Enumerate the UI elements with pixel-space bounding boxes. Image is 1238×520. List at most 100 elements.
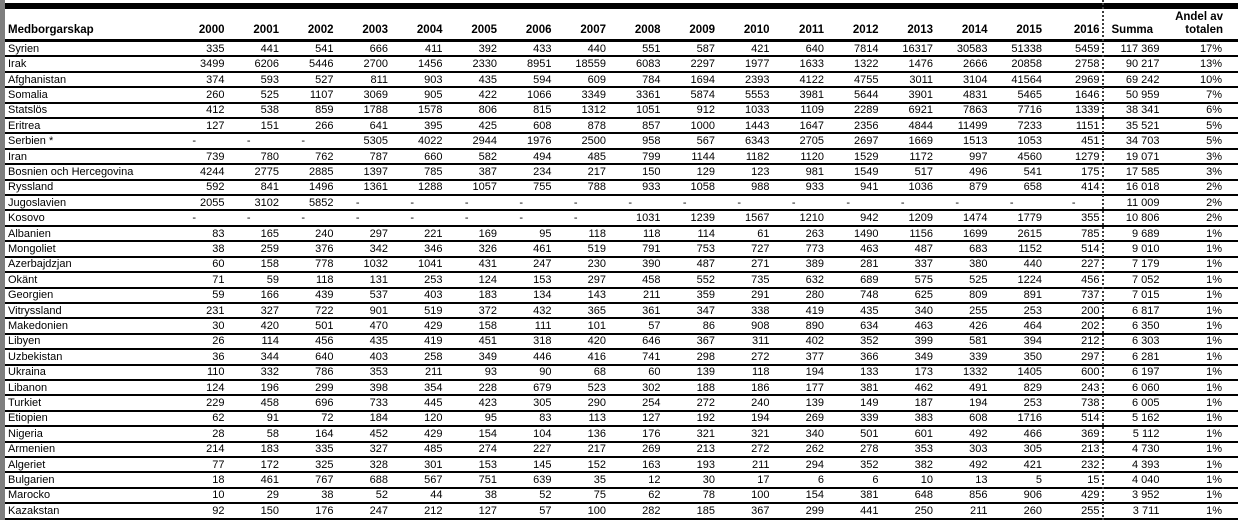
value-cell[interactable]: 461 [230,473,285,489]
value-cell[interactable]: 601 [884,427,939,443]
value-cell[interactable]: 420 [230,319,285,335]
value-cell[interactable]: 2330 [448,57,503,73]
citizenship-cell[interactable]: Vitryssland [5,304,176,320]
value-cell[interactable]: 912 [666,104,721,120]
value-cell[interactable]: 163 [612,458,667,474]
summa-cell[interactable]: 69 242 [1102,73,1173,89]
value-cell[interactable]: 908 [721,319,776,335]
summa-cell[interactable]: 7 052 [1102,273,1173,289]
value-cell[interactable]: 83 [176,227,231,243]
value-cell[interactable]: 150 [230,504,285,520]
value-cell[interactable]: 230 [557,258,612,274]
value-cell[interactable]: 501 [830,427,885,443]
value-cell[interactable]: 435 [339,335,394,351]
value-cell[interactable]: 151 [230,119,285,135]
value-cell[interactable]: 253 [993,304,1048,320]
value-cell[interactable]: 118 [612,227,667,243]
value-cell[interactable]: 390 [612,258,667,274]
citizenship-cell[interactable]: Iran [5,150,176,166]
share-cell[interactable]: 5% [1172,134,1238,150]
value-cell[interactable]: 353 [339,366,394,381]
share-cell[interactable]: 1% [1172,458,1238,474]
citizenship-cell[interactable]: Uzbekistan [5,350,176,366]
value-cell[interactable]: 184 [339,412,394,428]
value-cell[interactable]: 462 [884,381,939,397]
value-cell[interactable]: 398 [339,381,394,397]
value-cell[interactable]: 567 [394,473,449,489]
summa-cell[interactable]: 6 197 [1102,366,1173,381]
value-cell[interactable]: 298 [666,350,721,366]
value-cell[interactable]: 172 [230,458,285,474]
value-cell[interactable]: 339 [830,412,885,428]
value-cell[interactable]: 302 [612,381,667,397]
value-cell[interactable]: 933 [775,181,830,197]
share-cell[interactable]: 1% [1172,412,1238,428]
value-cell[interactable]: - [666,196,721,212]
value-cell[interactable]: 567 [666,134,721,150]
value-cell[interactable]: 640 [285,350,340,366]
value-cell[interactable]: 815 [503,104,558,120]
share-cell[interactable]: 1% [1172,350,1238,366]
value-cell[interactable]: 1529 [830,150,885,166]
value-cell[interactable]: 44 [394,489,449,505]
value-cell[interactable]: 232 [1048,458,1103,474]
value-cell[interactable]: 332 [230,366,285,381]
value-cell[interactable]: 632 [775,273,830,289]
value-cell[interactable]: 537 [339,289,394,304]
value-cell[interactable]: 1172 [884,150,939,166]
value-cell[interactable]: 111 [503,319,558,335]
value-cell[interactable]: 1496 [285,181,340,197]
value-cell[interactable]: 169 [448,227,503,243]
value-cell[interactable]: 492 [939,427,994,443]
share-cell[interactable]: 1% [1172,443,1238,458]
value-cell[interactable]: 95 [503,227,558,243]
value-cell[interactable]: 95 [448,412,503,428]
value-cell[interactable]: 785 [394,165,449,181]
value-cell[interactable]: 5874 [666,88,721,104]
value-cell[interactable]: 36 [176,350,231,366]
column-header-year-2007[interactable]: 2007 [557,9,612,42]
summa-cell[interactable]: 6 817 [1102,304,1173,320]
value-cell[interactable]: 452 [339,427,394,443]
value-cell[interactable]: 60 [176,258,231,274]
value-cell[interactable]: 150 [612,165,667,181]
value-cell[interactable]: 788 [557,181,612,197]
value-cell[interactable]: 737 [1048,289,1103,304]
value-cell[interactable]: 51338 [993,42,1048,58]
value-cell[interactable]: 154 [448,427,503,443]
value-cell[interactable]: 735 [721,273,776,289]
value-cell[interactable]: 38 [448,489,503,505]
value-cell[interactable]: 259 [230,242,285,258]
value-cell[interactable]: 113 [557,412,612,428]
value-cell[interactable]: 466 [993,427,1048,443]
value-cell[interactable]: 440 [557,42,612,58]
value-cell[interactable]: 451 [1048,134,1103,150]
value-cell[interactable]: 271 [721,258,776,274]
value-cell[interactable]: 1033 [721,104,776,120]
value-cell[interactable]: 57 [612,319,667,335]
value-cell[interactable]: 200 [1048,304,1103,320]
value-cell[interactable]: 1156 [884,227,939,243]
value-cell[interactable]: 1474 [939,211,994,227]
value-cell[interactable]: 470 [339,319,394,335]
summa-cell[interactable]: 3 952 [1102,489,1173,505]
value-cell[interactable]: 988 [721,181,776,197]
value-cell[interactable]: 52 [339,489,394,505]
value-cell[interactable]: 773 [775,242,830,258]
column-header-year-2008[interactable]: 2008 [612,9,667,42]
value-cell[interactable]: 2758 [1048,57,1103,73]
value-cell[interactable]: 2885 [285,165,340,181]
value-cell[interactable]: 86 [666,319,721,335]
value-cell[interactable]: 274 [448,443,503,458]
value-cell[interactable]: 3361 [612,88,667,104]
value-cell[interactable]: 10 [176,489,231,505]
value-cell[interactable]: 1152 [993,242,1048,258]
value-cell[interactable]: 3349 [557,88,612,104]
value-cell[interactable]: 26 [176,335,231,351]
value-cell[interactable]: 349 [448,350,503,366]
value-cell[interactable]: 1332 [939,366,994,381]
value-cell[interactable]: 192 [666,412,721,428]
value-cell[interactable]: 183 [448,289,503,304]
value-cell[interactable]: 1694 [666,73,721,89]
value-cell[interactable]: 494 [503,150,558,166]
